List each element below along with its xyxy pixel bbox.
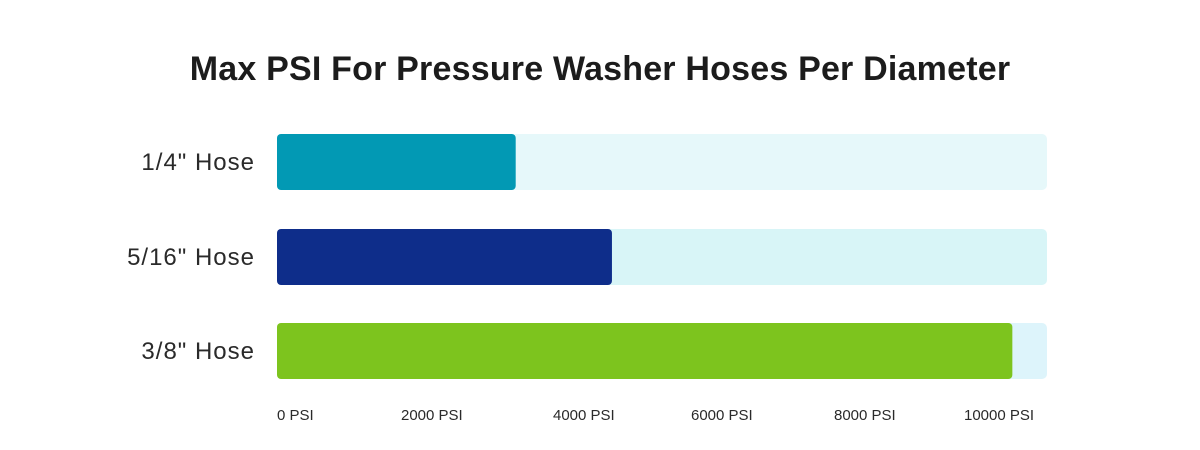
bars — [277, 134, 1013, 379]
x-axis-tick-labels: 0 PSI 2000 PSI 4000 PSI 6000 PSI 8000 PSI 100… — [277, 407, 1034, 424]
category-label: 5/16" Hose — [127, 244, 255, 271]
bar — [277, 323, 1013, 379]
bar — [277, 134, 516, 190]
x-tick-label: 0 PSI — [277, 407, 314, 424]
chart-title: Max PSI For Pressure Washer Hoses Per Di… — [189, 50, 1011, 88]
category-label: 1/4" Hose — [141, 149, 255, 176]
x-tick-label: 6000 PSI — [691, 407, 753, 424]
x-tick-label: 8000 PSI — [834, 407, 896, 424]
bar — [277, 229, 612, 285]
x-tick-label: 2000 PSI — [401, 407, 463, 424]
category-label: 3/8" Hose — [141, 338, 255, 365]
x-tick-label: 4000 PSI — [553, 407, 615, 424]
category-labels: 1/4" Hose 5/16" Hose 3/8" Hose — [127, 149, 255, 365]
x-tick-label: 10000 PSI — [964, 407, 1034, 424]
